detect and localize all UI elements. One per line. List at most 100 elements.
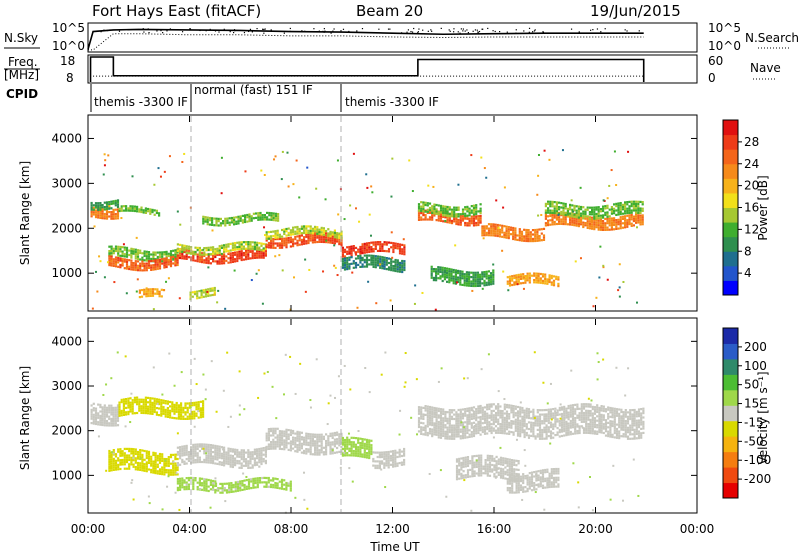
heatmap-cell <box>212 248 215 251</box>
heatmap-cell <box>101 212 104 215</box>
heatmap-cell <box>176 466 179 469</box>
heatmap-cell <box>249 457 252 461</box>
heatmap-cell <box>121 463 124 466</box>
heatmap-cell <box>492 234 495 237</box>
heatmap-cell <box>154 263 157 266</box>
heatmap-cell <box>435 219 438 222</box>
heatmap-cell <box>641 218 644 221</box>
heatmap-cell <box>448 428 451 431</box>
heatmap-cell <box>143 262 146 265</box>
heatmap-cell <box>392 260 395 263</box>
heatmap-cell <box>470 424 473 427</box>
heatmap-cell <box>485 234 488 237</box>
heatmap-cell <box>145 467 148 471</box>
heatmap-cell <box>136 264 140 267</box>
heatmap-cell <box>545 408 548 412</box>
heatmap-cell <box>216 445 219 448</box>
heatmap-cell <box>182 409 185 412</box>
heatmap-cell <box>477 409 480 412</box>
heatmap-cell <box>354 445 358 448</box>
heatmap-cell <box>513 281 516 284</box>
heatmap-cell <box>439 408 443 411</box>
heatmap-cell <box>485 275 488 278</box>
heatmap-cell <box>455 426 458 429</box>
heatmap-cell <box>338 444 341 447</box>
heatmap-cell <box>505 428 509 431</box>
heatmap-cell <box>552 423 555 426</box>
heatmap-speck <box>635 226 638 229</box>
heatmap-cell <box>426 409 429 413</box>
heatmap-cell <box>94 202 98 205</box>
heatmap-cell <box>176 462 179 465</box>
heatmap-cell <box>350 254 353 257</box>
freq-panel: Freq. [MHz] 18 8 60 0 Nave <box>4 54 781 85</box>
heatmap-speck <box>263 226 266 229</box>
heatmap-cell <box>558 208 561 211</box>
heatmap-cell <box>181 257 184 260</box>
heatmap-cell <box>494 223 497 226</box>
heatmap-cell <box>185 453 188 456</box>
heatmap-cell <box>225 255 228 258</box>
heatmap-cell <box>253 248 256 251</box>
heatmap-cell <box>511 275 514 278</box>
heatmap-speck <box>107 154 110 157</box>
heatmap-cell <box>571 204 574 207</box>
heatmap-cell <box>235 222 238 225</box>
heatmap-cell <box>619 224 622 228</box>
heatmap-cell <box>298 446 301 449</box>
heatmap-cell <box>231 254 234 257</box>
heatmap-cell <box>289 236 292 239</box>
heatmap-cell <box>545 413 548 416</box>
heatmap-cell <box>565 431 568 434</box>
heatmap-cell <box>455 417 458 420</box>
heatmap-cell <box>145 465 148 468</box>
nsky-dot <box>214 30 217 32</box>
heatmap-cell <box>593 215 596 218</box>
heatmap-cell <box>123 452 126 455</box>
heatmap-cell <box>562 213 565 216</box>
heatmap-cell <box>523 239 526 242</box>
heatmap-cell <box>523 435 526 439</box>
heatmap-cell <box>305 432 308 435</box>
heatmap-cell <box>114 208 117 211</box>
heatmap-cell <box>580 218 583 221</box>
heatmap-cell <box>155 413 158 416</box>
heatmap-cell <box>537 279 540 282</box>
heatmap-cell <box>147 294 150 298</box>
heatmap-cell <box>336 440 339 443</box>
heatmap-cell <box>258 461 261 464</box>
heatmap-cell <box>510 411 513 414</box>
heatmap-cell <box>610 226 613 229</box>
heatmap-cell <box>214 260 217 263</box>
heatmap-cell <box>90 215 93 218</box>
heatmap-cell <box>296 228 299 231</box>
heatmap-cell <box>461 432 465 435</box>
heatmap-cell <box>333 431 336 435</box>
heatmap-cell <box>437 431 440 435</box>
heatmap-cell <box>357 454 360 458</box>
heatmap-cell <box>422 211 425 214</box>
heatmap-cell <box>593 225 596 228</box>
nsky-dot <box>532 31 534 33</box>
heatmap-cell <box>548 278 551 281</box>
heatmap-cell <box>116 410 120 414</box>
heatmap-cell <box>483 417 487 420</box>
heatmap-cell <box>630 216 633 219</box>
heatmap-speck <box>502 270 505 273</box>
heatmap-cell <box>525 231 528 234</box>
heatmap-cell <box>597 212 600 215</box>
heatmap-cell <box>229 454 232 457</box>
heatmap-cell <box>144 396 147 399</box>
heatmap-cell <box>236 455 239 458</box>
heatmap-cell <box>551 216 554 219</box>
heatmap-cell <box>617 223 620 226</box>
heatmap-cell <box>569 206 572 209</box>
heatmap-cell <box>475 412 478 415</box>
heatmap-cell <box>136 455 140 458</box>
heatmap-cell <box>481 277 484 281</box>
heatmap-cell <box>479 212 482 215</box>
heatmap-cell <box>534 235 537 238</box>
heatmap-cell <box>370 263 373 266</box>
heatmap-cell <box>483 432 487 435</box>
heatmap-speck <box>202 248 205 251</box>
